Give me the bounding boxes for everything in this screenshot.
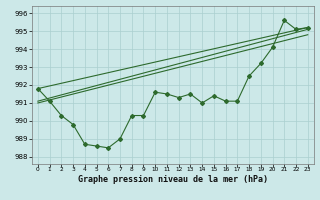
X-axis label: Graphe pression niveau de la mer (hPa): Graphe pression niveau de la mer (hPa) xyxy=(78,175,268,184)
